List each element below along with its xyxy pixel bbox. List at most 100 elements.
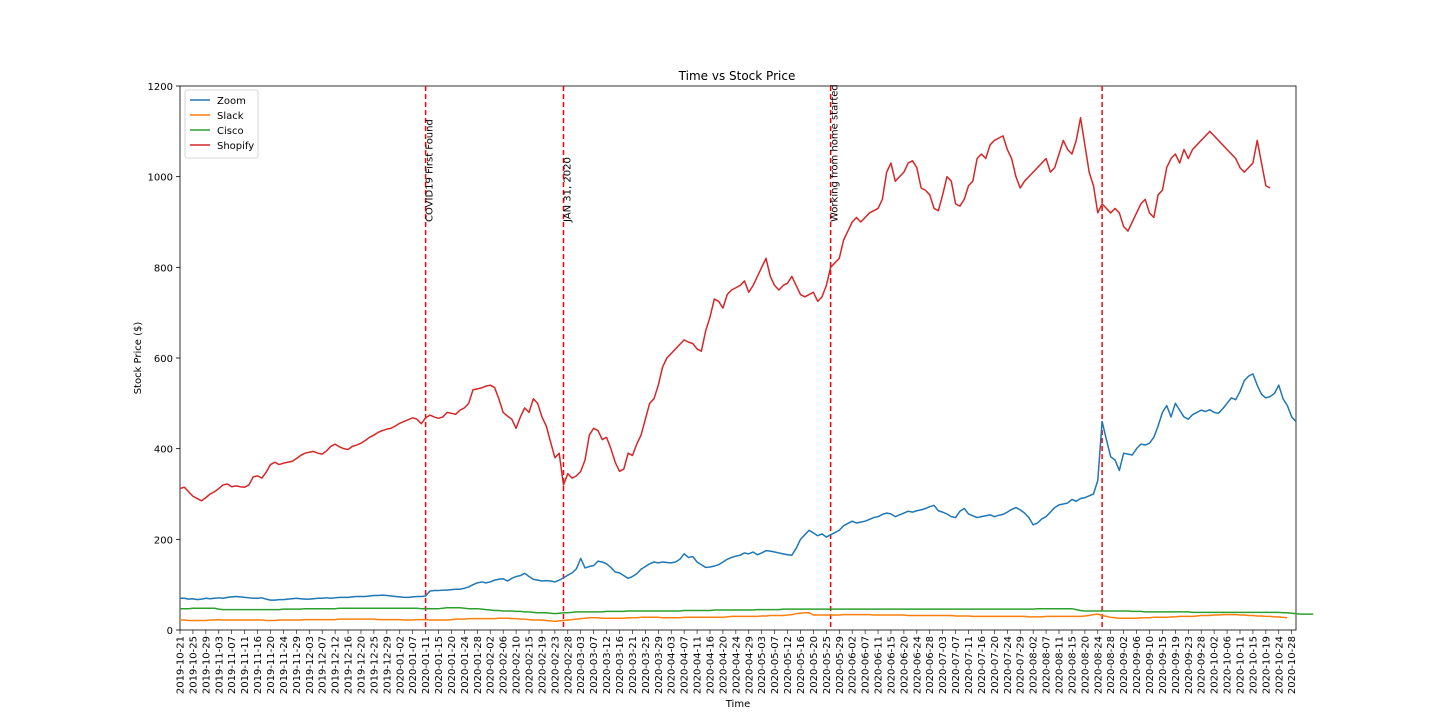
x-tick-label: 2020-06-20 xyxy=(899,636,910,694)
x-tick-label: 2019-12-29 xyxy=(382,636,393,694)
x-tick-label: 2020-06-15 xyxy=(886,636,897,694)
chart-title: Time vs Stock Price xyxy=(678,69,796,83)
x-tick-label: 2019-11-16 xyxy=(253,636,264,694)
y-tick-label: 0 xyxy=(167,626,173,637)
x-tick-label: 2020-01-02 xyxy=(395,636,406,694)
x-tick-label: 2019-12-25 xyxy=(369,636,380,694)
x-tick-label: 2020-02-15 xyxy=(525,636,536,694)
annotation-label-2: JAN 31, 2020 xyxy=(562,157,573,223)
y-axis: 0 200 400 600 800 1000 1200 xyxy=(148,82,180,637)
x-tick-label: 2020-02-19 xyxy=(537,636,548,694)
legend-box xyxy=(184,89,259,159)
x-tick-label: 2020-05-20 xyxy=(809,636,820,694)
x-tick-label: 2020-08-28 xyxy=(1106,636,1117,694)
y-tick-label: 600 xyxy=(154,354,173,365)
x-tick-label: 2020-05-03 xyxy=(757,636,768,694)
x-tick-label: 2020-06-24 xyxy=(912,636,923,694)
x-tick-label: 2020-09-10 xyxy=(1145,636,1156,694)
x-tick-label: 2020-09-06 xyxy=(1132,636,1143,694)
series-line-slack xyxy=(180,612,1288,623)
x-tick-label: 2020-01-24 xyxy=(460,636,471,694)
x-tick-label: 2019-10-21 xyxy=(176,636,187,694)
y-axis-label: Stock Price ($) xyxy=(133,322,144,395)
x-tick-label: 2020-04-29 xyxy=(744,636,755,694)
y-tick-label: 800 xyxy=(154,263,173,274)
x-tick-label: 2019-11-03 xyxy=(214,636,225,694)
x-tick-label: 2020-08-02 xyxy=(1029,636,1040,694)
legend-label-slack: Slack xyxy=(217,111,244,122)
x-tick-label: 2019-11-20 xyxy=(266,636,277,694)
x-axis-label: Time xyxy=(725,699,750,710)
x-tick-label: 2020-04-16 xyxy=(705,636,716,694)
x-tick-label: 2020-02-02 xyxy=(486,636,497,694)
x-tick-label: 2020-07-16 xyxy=(977,636,988,694)
x-tick-label: 2020-02-10 xyxy=(512,636,523,694)
x-tick-label: 2020-10-15 xyxy=(1248,636,1259,694)
x-tick-label: 2020-04-20 xyxy=(718,636,729,694)
x-tick-label: 2020-08-24 xyxy=(1093,636,1104,694)
x-tick-label: 2020-04-07 xyxy=(680,636,691,694)
x-tick-label: 2020-07-11 xyxy=(964,636,975,694)
x-tick-label: 2020-10-02 xyxy=(1210,636,1221,694)
x-tick-label: 2019-12-20 xyxy=(356,636,367,694)
x-tick-label: 2020-09-19 xyxy=(1171,636,1182,694)
x-tick-label: 2020-05-29 xyxy=(835,636,846,694)
series-line-cisco xyxy=(180,607,1314,615)
x-tick-label: 2020-06-11 xyxy=(874,636,885,694)
x-tick-label: 2020-03-03 xyxy=(576,636,587,694)
x-tick-label: 2020-03-25 xyxy=(641,636,652,694)
legend-label-shopify: Shopify xyxy=(217,141,254,152)
x-tick-label: 2020-06-07 xyxy=(861,636,872,694)
x-tick-label: 2020-10-24 xyxy=(1274,636,1285,694)
x-tick-label: 2020-04-11 xyxy=(693,636,704,694)
x-tick-label: 2019-10-25 xyxy=(188,636,199,694)
x-tick-label: 2020-06-28 xyxy=(925,636,936,694)
x-tick-label: 2020-02-28 xyxy=(563,636,574,694)
x-tick-label: 2020-04-03 xyxy=(667,636,678,694)
x-tick-label: 2020-09-02 xyxy=(1119,636,1130,694)
x-tick-label: 2020-07-03 xyxy=(938,636,949,694)
annotation-label-3: Working from home started xyxy=(830,84,841,222)
x-tick-label: 2019-11-07 xyxy=(227,636,238,694)
x-tick-label: 2020-08-11 xyxy=(1055,636,1066,694)
legend-label-cisco: Cisco xyxy=(217,126,244,137)
series-line-shopify xyxy=(179,116,1271,502)
series-line-zoom xyxy=(180,373,1297,601)
x-tick-label: 2020-07-20 xyxy=(990,636,1001,694)
x-tick-label: 2020-09-23 xyxy=(1184,636,1195,694)
annotation-label-1: COVID19 First Found xyxy=(425,119,436,222)
x-tick-label: 2020-09-28 xyxy=(1197,636,1208,694)
x-tick-label: 2020-02-23 xyxy=(550,636,561,694)
legend-label-zoom: Zoom xyxy=(217,96,246,107)
x-tick-label: 2020-08-15 xyxy=(1067,636,1078,694)
x-tick-label: 2020-03-12 xyxy=(602,636,613,694)
x-tick-label: 2020-10-06 xyxy=(1223,636,1234,694)
annotation-lines: COVID19 First Found JAN 31, 2020 Working f… xyxy=(425,84,1103,630)
x-tick-label: 2020-06-02 xyxy=(848,636,859,694)
x-tick-label: 2020-03-16 xyxy=(615,636,626,694)
legend: Zoom Slack Cisco Shopify xyxy=(184,89,259,159)
x-axis: 2019-10-21 2019-10-25 2019-10-29 2019-11-03… xyxy=(176,630,1298,694)
y-tick-label: 1200 xyxy=(148,82,173,93)
x-tick-label: 2020-04-24 xyxy=(731,636,742,694)
x-tick-label: 2020-07-24 xyxy=(1003,636,1014,694)
x-tick-label: 2019-12-07 xyxy=(318,636,329,694)
x-tick-label: 2020-03-07 xyxy=(589,636,600,694)
x-tick-label: 2020-01-07 xyxy=(408,636,419,694)
x-tick-label: 2020-02-06 xyxy=(499,636,510,694)
y-tick-label: 200 xyxy=(154,535,173,546)
x-tick-label: 2020-08-20 xyxy=(1080,636,1091,694)
x-tick-label: 2019-11-29 xyxy=(292,636,303,694)
x-tick-label: 2020-01-15 xyxy=(434,636,445,694)
x-tick-label: 2019-12-03 xyxy=(305,636,316,694)
x-tick-label: 2020-05-07 xyxy=(770,636,781,694)
x-tick-label: 2020-07-29 xyxy=(1016,636,1027,694)
x-tick-label: 2020-05-16 xyxy=(796,636,807,694)
x-tick-label: 2019-12-12 xyxy=(331,636,342,694)
x-tick-label: 2019-11-24 xyxy=(279,636,290,694)
x-tick-label: 2019-10-29 xyxy=(201,636,212,694)
x-tick-label: 2020-01-20 xyxy=(447,636,458,694)
x-tick-label: 2019-11-11 xyxy=(240,636,251,694)
y-tick-label: 400 xyxy=(154,445,173,456)
